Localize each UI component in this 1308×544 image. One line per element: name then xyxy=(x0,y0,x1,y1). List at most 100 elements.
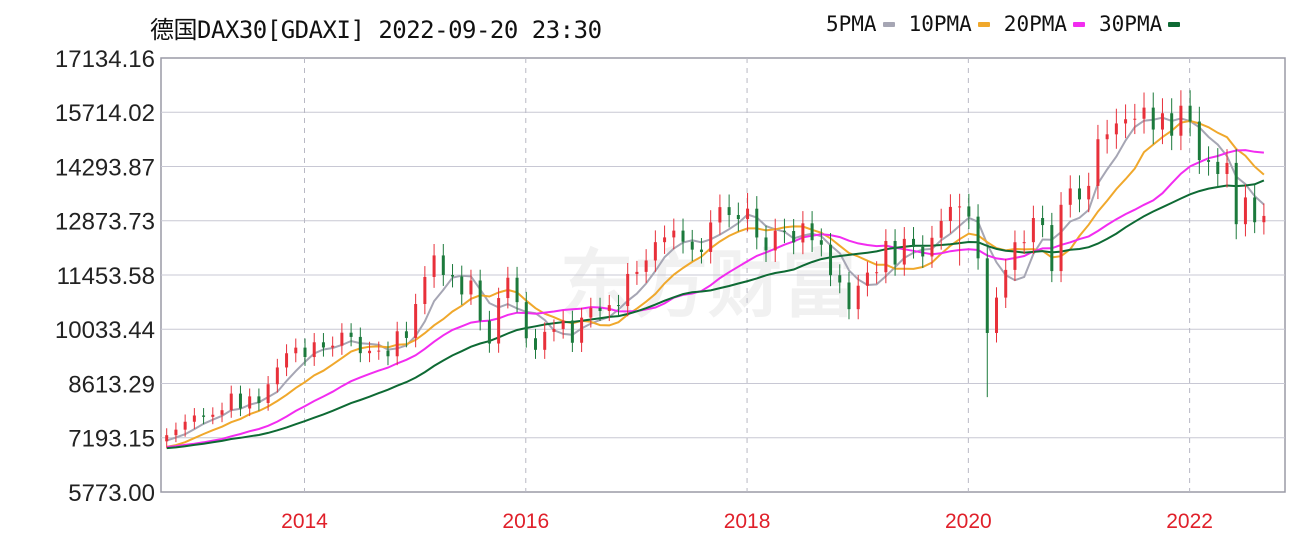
candles xyxy=(165,90,1266,449)
candle-body xyxy=(690,241,694,250)
candle-body xyxy=(672,230,676,238)
candle-body xyxy=(792,231,796,243)
candle-body xyxy=(1133,118,1137,120)
candle-body xyxy=(921,246,925,257)
candle-body xyxy=(1179,105,1183,136)
candle-body xyxy=(718,207,722,223)
candle-body xyxy=(644,260,648,272)
candle-body xyxy=(948,206,952,222)
candle-body xyxy=(506,277,510,299)
candle-body xyxy=(810,223,814,241)
candle-body xyxy=(1068,188,1072,205)
y-tick-label: 17134.16 xyxy=(55,46,155,73)
candle-body xyxy=(386,350,390,357)
candle-body xyxy=(165,435,169,442)
candle-body xyxy=(331,345,335,348)
candle-body xyxy=(285,353,289,368)
candle-body xyxy=(893,240,897,265)
candle-body xyxy=(589,307,593,318)
candle-body xyxy=(1170,113,1174,136)
candle-body xyxy=(1243,197,1247,225)
candle-body xyxy=(727,207,731,216)
legend-item-30pma: 30PMA xyxy=(1099,12,1181,36)
candle-body xyxy=(773,230,777,251)
candle-body xyxy=(782,230,786,232)
candle-body xyxy=(1105,134,1109,140)
candle-body xyxy=(985,258,989,333)
candle-body xyxy=(967,206,971,217)
candle-body xyxy=(681,230,685,242)
candle-body xyxy=(368,350,372,354)
candle-body xyxy=(497,298,501,344)
candle-body xyxy=(1114,123,1118,135)
candle-body xyxy=(257,396,261,403)
y-tick-label: 10033.44 xyxy=(55,317,155,344)
candle-body xyxy=(1151,107,1155,130)
candle-body xyxy=(451,274,455,277)
candle-body xyxy=(1188,105,1192,122)
candle-body xyxy=(865,272,869,286)
candle-body xyxy=(1077,188,1081,200)
candle-body xyxy=(1059,204,1063,272)
candle-body xyxy=(1041,218,1045,226)
candle-body xyxy=(875,272,879,274)
candle-body xyxy=(912,238,916,247)
candle-body xyxy=(1004,269,1008,298)
x-tick-label: 2016 xyxy=(502,510,549,533)
candle-body xyxy=(746,208,750,220)
legend-swatch xyxy=(1073,21,1086,27)
candle-body xyxy=(294,347,298,354)
legend-label: 20PMA xyxy=(1003,12,1068,36)
candle-body xyxy=(248,396,252,409)
candle-body xyxy=(939,221,943,238)
candle-body xyxy=(976,216,980,259)
candle-body xyxy=(515,277,519,303)
candle-body xyxy=(202,415,206,417)
candle-body xyxy=(801,223,805,243)
legend-label: 5PMA xyxy=(826,12,877,36)
candle-body xyxy=(432,255,436,277)
candle-body xyxy=(1031,218,1035,243)
candle-body xyxy=(1050,225,1054,272)
legend-swatch xyxy=(977,21,990,27)
candle-body xyxy=(838,275,842,283)
y-tick-label: 14293.87 xyxy=(55,155,155,182)
candle-body xyxy=(1207,160,1211,162)
x-tick-label: 2018 xyxy=(724,510,771,533)
candle-body xyxy=(635,271,639,274)
candle-body xyxy=(275,367,279,385)
watermark: 东方财富 xyxy=(560,242,856,328)
candle-body xyxy=(616,305,620,307)
x-tick-label: 2022 xyxy=(1166,510,1213,533)
ma-line-30pma xyxy=(166,179,1265,450)
candle-body xyxy=(1124,119,1128,124)
candle-body xyxy=(764,237,768,251)
candle-body xyxy=(460,276,464,295)
candle-body xyxy=(183,421,187,430)
candle-body xyxy=(524,302,528,339)
ma-line-5pma xyxy=(166,116,1265,442)
legend-label: 10PMA xyxy=(908,12,972,36)
chart-title: 德国DAX30[GDAXI] 2022-09-20 23:30 xyxy=(150,16,602,44)
legend-item-5pma: 5PMA xyxy=(826,12,895,36)
legend: 5PMA 10PMA 20PMA 30PMA xyxy=(826,12,1181,36)
y-tick-label: 7193.15 xyxy=(68,426,155,453)
candle-body xyxy=(1087,185,1091,200)
candle-body xyxy=(884,240,888,273)
candle-body xyxy=(847,282,851,310)
candle-body xyxy=(220,410,224,415)
candle-body xyxy=(1022,242,1026,244)
y-tick-label: 12873.73 xyxy=(55,209,155,236)
candle-body xyxy=(174,429,178,436)
candle-body xyxy=(580,317,584,343)
candle-body xyxy=(321,342,325,348)
legend-label: 30PMA xyxy=(1099,12,1163,36)
candle-body xyxy=(1216,161,1220,174)
ma-line-20pma xyxy=(166,149,1264,448)
candle-body xyxy=(441,255,445,275)
candle-body xyxy=(349,332,353,337)
y-tick-label: 8613.29 xyxy=(68,372,155,399)
candle-body xyxy=(1262,215,1266,223)
candle-body xyxy=(478,280,482,321)
